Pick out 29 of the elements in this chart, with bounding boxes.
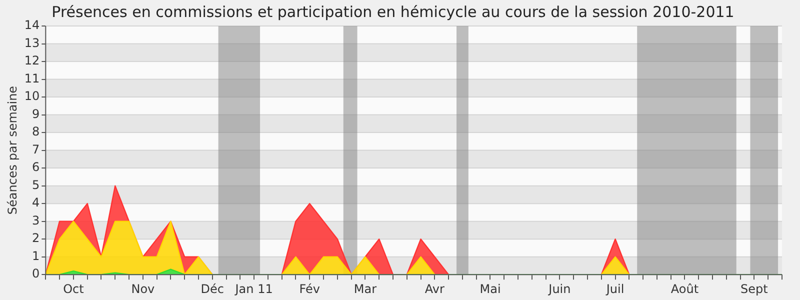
y-tick-label: 5 [32, 178, 40, 192]
y-tick-label: 4 [32, 196, 40, 210]
y-tick-label: 13 [24, 36, 40, 50]
x-tick-label: Août [670, 282, 699, 296]
y-tick-label: 8 [32, 124, 40, 139]
x-tick-label: Avr [424, 282, 445, 296]
x-tick-label: Oct [63, 282, 84, 296]
y-tick-label: 0 [32, 266, 40, 281]
y-tick-label: 11 [24, 71, 40, 86]
x-tick-label: Juil [605, 282, 624, 296]
x-tick-label: Sept [740, 282, 768, 296]
y-axis-title: Séances par semaine [5, 86, 20, 215]
y-tick-label: 14 [24, 18, 40, 32]
x-tick-label: Déc [200, 282, 224, 296]
y-tick-label: 10 [24, 89, 40, 104]
x-tick-label: Mar [354, 282, 377, 296]
y-tick-label: 7 [32, 142, 40, 156]
x-tick-label: Jan 11 [234, 282, 273, 296]
x-tick-label: Nov [131, 282, 155, 296]
chart-title: Présences en commissions et participation en hémicycle au cours de la session 2010-2011 [52, 2, 734, 21]
y-tick-label: 9 [32, 106, 40, 121]
y-tick-label: 12 [24, 54, 40, 68]
x-tick-label: Fév [299, 282, 320, 296]
x-tick-label: Juin [548, 282, 571, 296]
x-tick-label: Mai [480, 282, 501, 296]
y-tick-label: 2 [32, 231, 40, 246]
y-tick-label: 3 [32, 213, 40, 228]
y-tick-label: 1 [32, 248, 40, 263]
y-tick-label: 6 [32, 160, 40, 174]
